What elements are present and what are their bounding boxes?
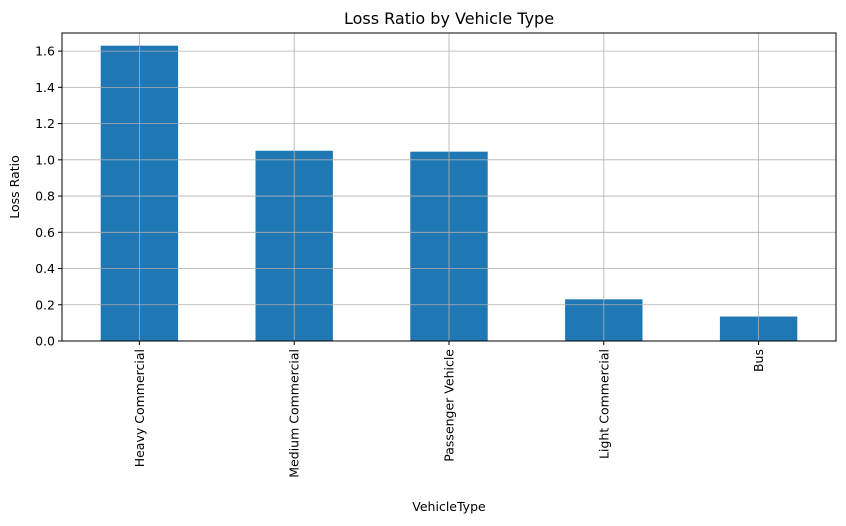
y-tick-label: 1.2 <box>35 116 55 131</box>
y-tick-label: 0.8 <box>35 189 55 204</box>
x-tick-label: Medium Commercial <box>287 349 302 478</box>
y-tick-label: 1.0 <box>35 152 55 167</box>
x-tick-label: Bus <box>751 349 766 372</box>
plot-frame <box>61 32 837 342</box>
x-tick-label: Heavy Commercial <box>132 349 147 467</box>
chart-title: Loss Ratio by Vehicle Type <box>344 9 554 28</box>
x-axis-label: VehicleType <box>412 499 486 514</box>
y-tick-label: 1.4 <box>35 80 55 95</box>
bars <box>62 33 836 342</box>
x-tick-label: Light Commercial <box>596 349 611 459</box>
y-axis-label: Loss Ratio <box>7 155 22 218</box>
x-axis-ticks: Heavy Commercial Medium Commercial Passeng… <box>132 341 766 478</box>
y-tick-label: 1.6 <box>35 44 55 59</box>
y-axis-ticks: 0.0 0.2 0.4 0.6 0.8 1.0 1.2 1.4 1.6 <box>35 44 62 349</box>
y-tick-label: 0.6 <box>35 225 55 240</box>
y-tick-label: 0.4 <box>35 261 55 276</box>
x-tick-label: Passenger Vehicle <box>442 349 457 462</box>
y-tick-label: 0.2 <box>35 297 55 312</box>
y-tick-label: 0.0 <box>35 334 55 349</box>
